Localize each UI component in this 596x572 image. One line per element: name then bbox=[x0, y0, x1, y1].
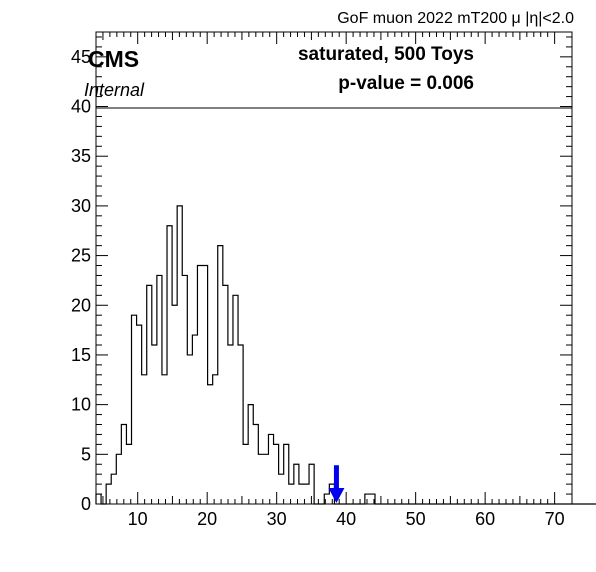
x-tick-label: 50 bbox=[406, 509, 426, 529]
y-tick-label: 0 bbox=[81, 494, 91, 514]
legend-test-statistic: saturated, 500 Toys bbox=[297, 44, 474, 65]
y-tick-label: 25 bbox=[71, 246, 91, 266]
y-tick-label: 15 bbox=[71, 345, 91, 365]
cms-label: CMS bbox=[88, 46, 140, 72]
plot-title: GoF muon 2022 mT200 μ |η|<2.0 bbox=[337, 10, 574, 27]
y-tick-label: 30 bbox=[71, 196, 91, 216]
arrow-head bbox=[328, 488, 345, 503]
y-tick-label: 20 bbox=[71, 295, 91, 315]
x-tick-label: 10 bbox=[128, 509, 148, 529]
x-tick-label: 40 bbox=[336, 509, 356, 529]
internal-label: Internal bbox=[84, 80, 145, 100]
x-tick-label: 20 bbox=[197, 509, 217, 529]
x-tick-label: 70 bbox=[545, 509, 565, 529]
y-tick-label: 40 bbox=[71, 97, 91, 117]
legend-p-value: p-value = 0.006 bbox=[338, 73, 474, 94]
y-tick-label: 5 bbox=[81, 444, 91, 464]
x-tick-label: 30 bbox=[267, 509, 287, 529]
x-tick-label: 60 bbox=[475, 509, 495, 529]
histogram-outline bbox=[95, 205, 596, 505]
legend-box bbox=[95, 31, 573, 109]
y-tick-label: 10 bbox=[71, 395, 91, 415]
y-tick-label: 45 bbox=[71, 47, 91, 67]
y-tick-label: 35 bbox=[71, 146, 91, 166]
observed-value-arrow bbox=[328, 465, 345, 503]
